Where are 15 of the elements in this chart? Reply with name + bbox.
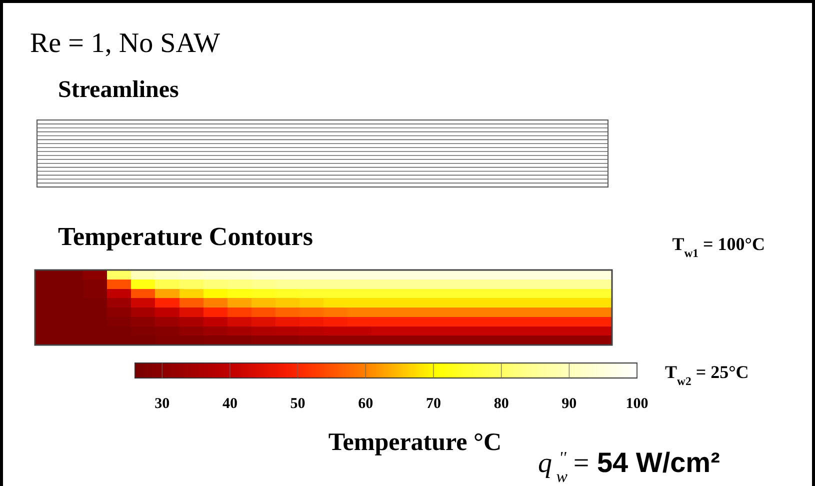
color-bar-label: 80 [494,396,509,412]
color-bar-label: 70 [426,396,441,412]
text: Temperature Contours [58,222,313,251]
text: q$^{''}$$_{w}$ = 54 W/cm² [538,447,720,486]
chart-title: Re = 1, No SAW [30,28,221,59]
color-bar-label: 90 [562,396,577,412]
color-bar-label: 100 [626,396,648,412]
text: T$_{w2}$ = 25°C [665,362,749,388]
color-bar-label: 40 [222,396,238,412]
color-bar-label: 60 [358,396,374,412]
color-bar-label: 30 [154,396,170,412]
text: T$_{w1}$ = 100°C [672,234,765,260]
chart-subtitle: Streamlines [58,77,179,103]
color-bar-label: 50 [290,396,306,412]
color-bar-title: Temperature °C [328,429,502,456]
